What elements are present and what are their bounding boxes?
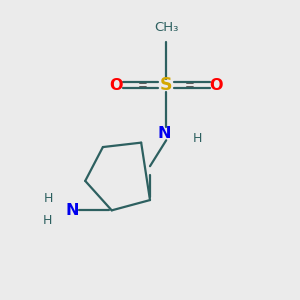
Text: CH₃: CH₃ bbox=[154, 21, 178, 34]
Text: S: S bbox=[160, 76, 172, 94]
Text: =: = bbox=[138, 79, 148, 92]
Text: H: H bbox=[192, 132, 202, 145]
Text: N: N bbox=[65, 203, 79, 218]
Text: N: N bbox=[157, 126, 171, 141]
Text: O: O bbox=[209, 78, 223, 93]
Text: O: O bbox=[110, 78, 123, 93]
Text: =: = bbox=[185, 79, 195, 92]
Text: H: H bbox=[42, 214, 52, 227]
Text: H: H bbox=[44, 192, 53, 205]
